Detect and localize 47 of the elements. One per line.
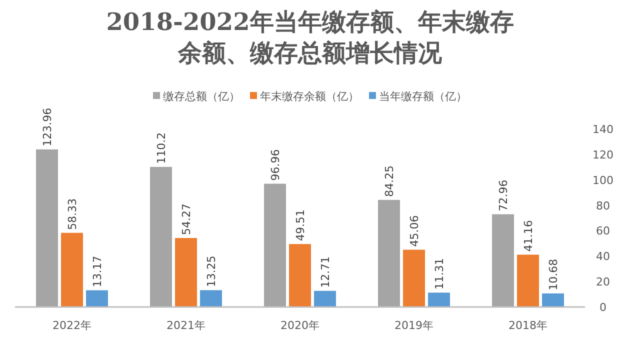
bar: [264, 184, 286, 307]
legend-label: 缴存总额（亿）: [163, 90, 240, 103]
chart-title: 2018-2022年当年缴存额、年末缴存余额、缴存总额增长情况: [106, 7, 514, 67]
bar: [542, 293, 564, 307]
data-label: 123.96: [41, 108, 54, 146]
bar: [314, 290, 336, 307]
y-tick-label: 0: [600, 301, 606, 314]
bar: [61, 232, 83, 307]
data-label: 13.25: [205, 256, 218, 288]
data-label: 12.71: [319, 256, 332, 288]
data-label: 10.68: [547, 258, 560, 290]
bar: [289, 244, 311, 307]
bar: [492, 214, 514, 307]
bar: [403, 250, 425, 307]
bar: [378, 200, 400, 307]
x-tick-label: 2021年: [166, 319, 206, 332]
bar: [428, 292, 450, 307]
bar: [150, 166, 172, 307]
data-label: 41.16: [522, 220, 535, 252]
y-tick-label: 80: [596, 199, 610, 212]
bar: [517, 254, 539, 307]
bar: [175, 238, 197, 307]
data-label: 96.96: [269, 149, 282, 181]
x-tick-label: 2019年: [394, 319, 434, 332]
data-label: 54.27: [180, 204, 193, 235]
data-label: 72.96: [497, 180, 510, 212]
data-label: 58.33: [66, 198, 79, 230]
bar: [86, 290, 108, 307]
legend-label: 当年缴存额（亿）: [379, 90, 467, 103]
x-tick-label: 2022年: [52, 319, 92, 332]
data-label: 84.25: [383, 165, 396, 197]
data-label: 13.17: [91, 256, 104, 288]
data-label: 49.51: [294, 210, 307, 242]
legend-label: 年末缴存余额（亿）: [260, 90, 359, 103]
x-tick-label: 2020年: [280, 319, 320, 332]
x-tick-label: 2018年: [508, 319, 548, 332]
y-tick-label: 140: [592, 123, 614, 136]
y-tick-label: 40: [596, 250, 610, 264]
y-tick-label: 120: [592, 148, 614, 162]
data-label: 45.06: [408, 215, 421, 247]
y-tick-label: 20: [596, 276, 610, 289]
bar: [200, 290, 222, 307]
data-label: 11.31: [433, 258, 446, 290]
data-label: 110.2: [155, 132, 168, 164]
y-tick-label: 60: [596, 224, 610, 238]
y-tick-label: 100: [592, 174, 614, 187]
bar: [36, 149, 58, 307]
